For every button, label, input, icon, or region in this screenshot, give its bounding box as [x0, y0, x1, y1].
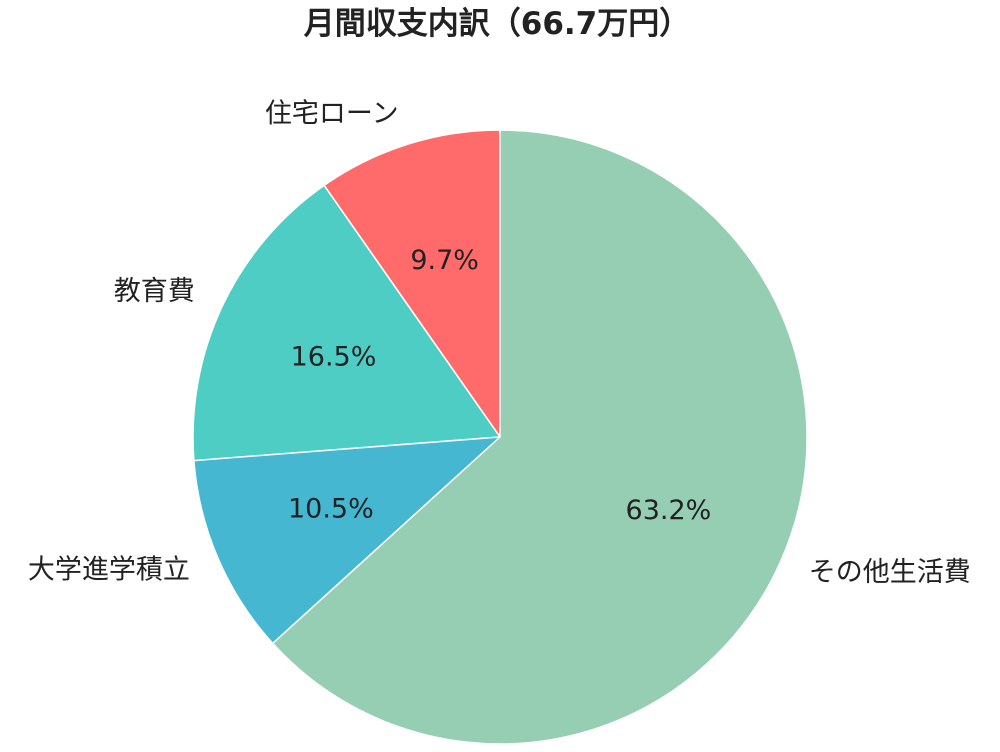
- pie-slice: [192, 184, 502, 462]
- slice-label: 住宅ローン: [265, 98, 399, 129]
- pie-slices: [192, 129, 808, 745]
- slice-percent-label: 10.5%: [288, 493, 374, 524]
- slice-percent-label: 9.7%: [410, 245, 479, 276]
- pie-labels: 住宅ローン 9.7% 教育費 16.5% 大学進学積立 10.5% その他生活費 63.2%: [28, 98, 971, 588]
- pie-slice: [193, 436, 503, 645]
- pie-slice: [271, 129, 808, 745]
- slice-percent-label: 16.5%: [291, 342, 377, 373]
- slice-label: 教育費: [114, 276, 195, 307]
- chart-title: 月間収支内訳（66.7万円）: [304, 6, 691, 42]
- slice-label: 大学進学積立: [28, 554, 190, 585]
- slice-percent-label: 63.2%: [626, 495, 712, 526]
- slice-label: その他生活費: [809, 557, 971, 588]
- pie-slice: [323, 129, 501, 440]
